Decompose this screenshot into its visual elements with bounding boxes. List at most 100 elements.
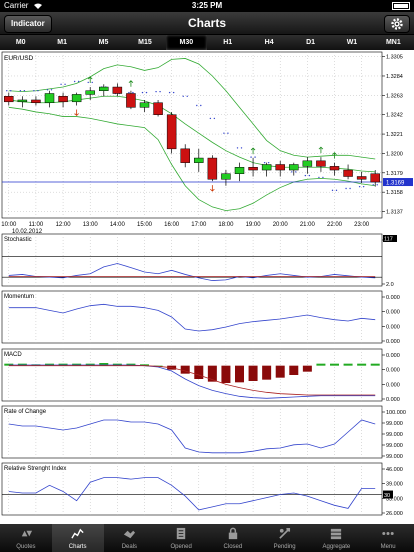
panel-title: Rate of Change bbox=[4, 409, 47, 415]
candle-body bbox=[4, 96, 14, 103]
candle-body bbox=[356, 176, 367, 180]
candle-body bbox=[289, 164, 299, 171]
y-tick-label: 1.3305 bbox=[386, 55, 403, 61]
opened-icon bbox=[176, 527, 186, 540]
macd-histogram-bar bbox=[357, 363, 367, 366]
candle bbox=[85, 87, 95, 100]
y-tick-label: 1.3263 bbox=[386, 93, 403, 99]
indicator-line bbox=[8, 419, 376, 454]
candle-body bbox=[58, 96, 68, 103]
candle-body bbox=[126, 93, 136, 108]
sar-dot bbox=[182, 95, 184, 97]
candle-body bbox=[139, 102, 150, 108]
macd-histogram-bar bbox=[207, 365, 217, 382]
candle bbox=[139, 99, 150, 112]
sar-dot bbox=[223, 132, 225, 134]
sar-dot bbox=[145, 91, 148, 94]
chart-area[interactable]: 1.3305 1.3284 1.3263 1.3242 1.3221 1.3200 1.31… bbox=[0, 50, 414, 524]
tab-m0[interactable]: M0 bbox=[15, 39, 26, 46]
indicator-line bbox=[8, 365, 376, 396]
sar-dot bbox=[291, 171, 293, 173]
tab-aggregate[interactable]: Aggregate bbox=[311, 524, 363, 552]
macd-histogram-bar bbox=[316, 363, 326, 366]
tab-closed[interactable]: Closed bbox=[207, 524, 259, 552]
tab-deals[interactable]: Deals bbox=[104, 524, 156, 552]
sar-dot bbox=[64, 83, 66, 85]
sar-dot bbox=[19, 90, 22, 92]
y-tick-label: 1.3242 bbox=[386, 113, 403, 119]
tab-quotes[interactable]: Quotes bbox=[0, 524, 52, 552]
candle bbox=[126, 90, 136, 110]
tab-h1[interactable]: H1 bbox=[223, 39, 233, 46]
candle-body bbox=[99, 86, 109, 91]
candle-body bbox=[329, 166, 340, 171]
indicator-button[interactable]: Indicator bbox=[4, 15, 52, 33]
current-price-label: 1.3169 bbox=[386, 181, 405, 187]
candle-body bbox=[221, 173, 231, 180]
candle bbox=[207, 155, 218, 182]
lower-band-line bbox=[8, 106, 376, 212]
candle-body bbox=[44, 93, 55, 103]
fractal-up-arrow bbox=[250, 147, 256, 155]
sar-dot bbox=[128, 91, 130, 94]
x-tick-label: 15:00 bbox=[137, 222, 153, 228]
candle bbox=[234, 162, 245, 182]
tab-menu[interactable]: Menu bbox=[362, 524, 414, 552]
nav-bar: Indicator Charts bbox=[0, 12, 414, 35]
candle bbox=[302, 157, 313, 174]
tab-label: Closed bbox=[223, 544, 243, 550]
sar-dot bbox=[168, 91, 171, 94]
tab-d1[interactable]: D1 bbox=[306, 39, 316, 46]
fractal-up-arrow bbox=[87, 76, 93, 84]
tab-m15[interactable]: M15 bbox=[138, 39, 152, 46]
tab-m5[interactable]: M5 bbox=[98, 39, 109, 46]
sar-dot bbox=[345, 187, 347, 190]
candle-body bbox=[275, 164, 285, 171]
symbol-label: EUR/USD bbox=[4, 55, 34, 62]
wifi-icon bbox=[34, 3, 42, 9]
panel-value-badge bbox=[383, 235, 397, 242]
macd-histogram-bar bbox=[180, 365, 190, 374]
y-tick-label: 1.3137 bbox=[386, 210, 403, 216]
candle-body bbox=[17, 99, 28, 103]
tab-opened[interactable]: Opened bbox=[155, 524, 207, 552]
y-tick-label: 1.3284 bbox=[386, 74, 403, 80]
tab-pending[interactable]: Pending bbox=[259, 524, 311, 552]
date-label: 10.02.2012 bbox=[12, 229, 43, 235]
candle-body bbox=[71, 94, 82, 103]
sar-dot bbox=[295, 171, 297, 173]
tab-m1[interactable]: M1 bbox=[57, 39, 67, 46]
candle-body bbox=[207, 157, 218, 180]
tab-label: Deals bbox=[121, 544, 138, 550]
tab-w1[interactable]: W1 bbox=[346, 39, 358, 46]
x-tick-label: 19:00 bbox=[246, 222, 262, 228]
sar-dot bbox=[263, 161, 266, 164]
tab-charts[interactable]: Charts bbox=[51, 524, 104, 552]
macd-histogram-bar bbox=[302, 365, 312, 372]
sar-dot bbox=[33, 90, 35, 92]
candle bbox=[58, 92, 68, 108]
panel-frame bbox=[1, 290, 383, 344]
candle-body bbox=[316, 160, 326, 167]
sar-dot bbox=[23, 90, 26, 92]
x-tick-label: 13:00 bbox=[83, 222, 99, 228]
macd-histogram-bar bbox=[194, 365, 204, 379]
panel-tick-label: 0.000 bbox=[386, 382, 400, 388]
tab-mn1[interactable]: MN1 bbox=[385, 39, 401, 46]
candle bbox=[71, 92, 82, 106]
indicator-line bbox=[8, 364, 376, 399]
y-tick-label: 1.3179 bbox=[386, 171, 403, 177]
tab-h4[interactable]: H4 bbox=[264, 39, 274, 46]
settings-button[interactable] bbox=[384, 15, 410, 33]
x-tick-label: 17:00 bbox=[191, 222, 207, 228]
candle bbox=[4, 92, 14, 106]
panel-value-label: 117 bbox=[384, 237, 393, 243]
candle bbox=[194, 148, 204, 172]
panel-tick-label: 99.000 bbox=[386, 454, 403, 460]
x-tick-label: 11:00 bbox=[29, 222, 44, 228]
tab-label: Charts bbox=[68, 544, 87, 550]
macd-histogram-bar bbox=[235, 365, 244, 383]
x-tick-label: 18:00 bbox=[218, 222, 234, 228]
page-title: Charts bbox=[187, 16, 226, 30]
tab-m30[interactable]: M30 bbox=[165, 35, 208, 50]
